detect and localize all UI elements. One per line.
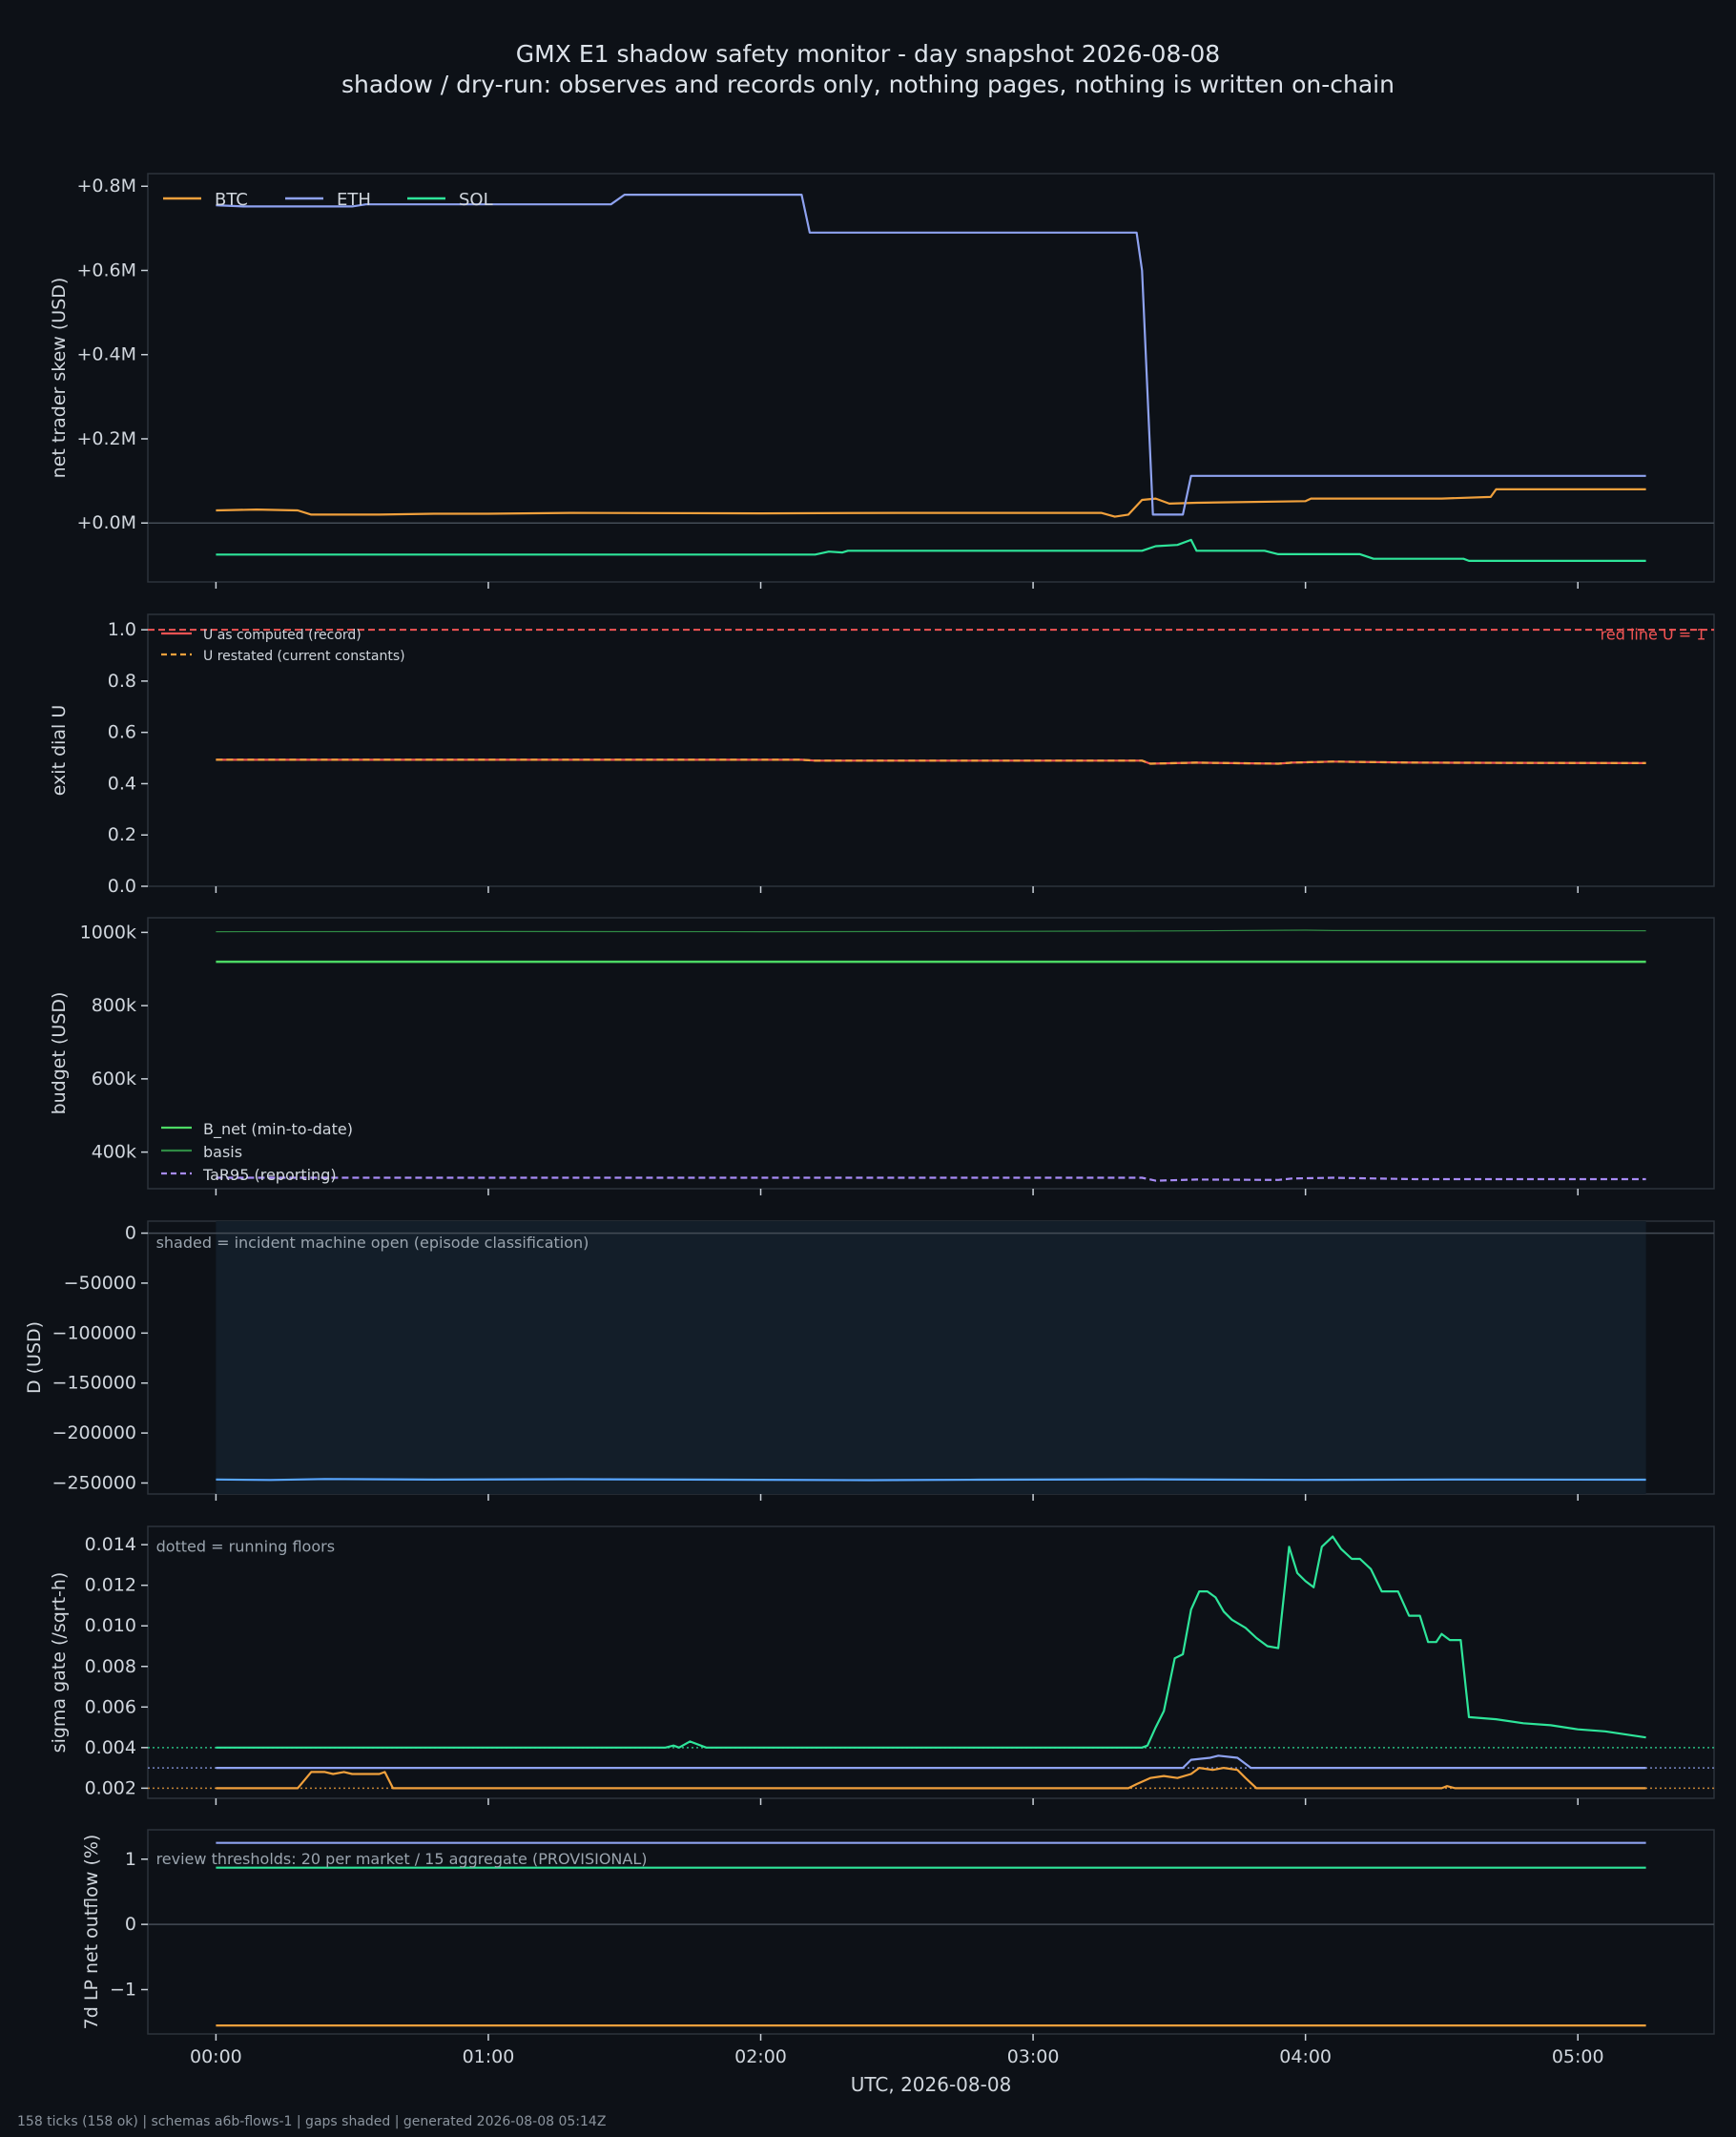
legend-label: BTC (215, 190, 248, 210)
y-tick-label: −150000 (52, 1373, 136, 1394)
y-tick-label: 400k (92, 1142, 136, 1163)
y-axis-label: D (USD) (24, 1321, 45, 1394)
plot-frame (147, 1525, 1715, 1799)
y-tick-label: 1 (125, 1849, 136, 1870)
y-tick-label: +0.6M (76, 259, 136, 280)
y-tick-label: −100000 (52, 1322, 136, 1343)
series-line-tar95-reporting (216, 1176, 1646, 1182)
y-axis-label: budget (USD) (49, 992, 70, 1115)
panel-5: 0.002 0.004 0.006 0.008 0.010 0.012 0.014 sigma… (49, 1525, 1715, 1805)
series-line-sol (216, 538, 1646, 562)
panel-4: −250000 −200000 −150000 −100000 −50000 0 D (US… (24, 1220, 1715, 1501)
y-tick-label: 0.014 (85, 1534, 136, 1555)
panel-1: +0.0M +0.2M +0.4M +0.6M +0.8M net trader skew… (49, 173, 1715, 589)
series-line-u-restated-current-constants (216, 758, 1646, 765)
series-line-3 (216, 1767, 1646, 1790)
y-tick-label: 1000k (80, 922, 136, 943)
chart-title: GMX E1 shadow safety monitor - day snaps… (515, 40, 1221, 68)
x-tick-label: 02:00 (734, 2046, 787, 2067)
plot-frame (147, 173, 1715, 583)
y-tick-label: +0.8M (76, 176, 136, 197)
y-axis-label: 7d LP net outflow (%) (81, 1835, 102, 2030)
y-tick-label: +0.0M (76, 512, 136, 533)
y-tick-label: 0.010 (85, 1615, 136, 1636)
y-tick-label: 0.006 (85, 1696, 136, 1717)
panel-3: 400k 600k 800k 1000k budget (USD) B_net (min-… (49, 917, 1715, 1195)
y-tick-label: 0.0 (108, 876, 136, 897)
x-tick-label: 00:00 (190, 2046, 242, 2067)
panel-6: −1 0 1 00:00 01:00 02:00 03:00 04:00 05:00 UTC, 2… (81, 1829, 1715, 2096)
plot-frame (147, 1829, 1715, 2035)
y-tick-label: +0.4M (76, 344, 136, 365)
y-tick-label: 0.4 (108, 773, 136, 794)
y-tick-label: −200000 (52, 1422, 136, 1443)
y-tick-label: 1.0 (108, 619, 136, 640)
panel-note: dotted = running floors (156, 1537, 335, 1555)
y-tick-label: −1 (110, 1980, 136, 2001)
series-line-basis (216, 929, 1646, 933)
panel-note: review thresholds: 20 per market / 15 ag… (156, 1850, 648, 1868)
series-line-2 (216, 1754, 1646, 1770)
y-tick-label: +0.2M (76, 428, 136, 449)
chart-subtitle: shadow / dry-run: observes and records o… (341, 71, 1395, 98)
y-tick-label: 0.6 (108, 722, 136, 743)
y-tick-label: 0.012 (85, 1575, 136, 1596)
y-tick-label: 0 (125, 1914, 136, 1935)
y-tick-label: 0.008 (85, 1656, 136, 1677)
legend-label: U as computed (record) (203, 628, 362, 643)
y-axis-label: exit dial U (49, 705, 70, 797)
legend-label: ETH (337, 190, 371, 210)
plot-frame (147, 917, 1715, 1190)
y-tick-label: 800k (92, 995, 136, 1016)
plot-frame (147, 613, 1715, 887)
series-line-1 (216, 1478, 1646, 1482)
x-tick-label: 05:00 (1552, 2046, 1604, 2067)
legend-label: TaR95 (reporting) (202, 1166, 337, 1184)
y-tick-label: 600k (92, 1068, 136, 1089)
x-tick-label: 04:00 (1279, 2046, 1332, 2067)
y-tick-label: 0.004 (85, 1737, 136, 1758)
series-line-btc (216, 488, 1646, 518)
footer-status: 158 ticks (158 ok) | schemas a6b-flows-1… (17, 2114, 607, 2129)
x-tick-label: 01:00 (463, 2046, 515, 2067)
legend-label: SOL (459, 190, 493, 210)
y-tick-label: 0.002 (85, 1777, 136, 1798)
y-axis-label: sigma gate (/sqrt-h) (49, 1572, 70, 1753)
x-tick-label: 03:00 (1007, 2046, 1060, 2067)
x-axis-label: UTC, 2026-08-08 (851, 2073, 1012, 2096)
legend-label: B_net (min-to-date) (203, 1120, 353, 1139)
panel-2: 0.0 0.2 0.4 0.6 0.8 1.0 exit dial U red line U … (49, 613, 1715, 897)
panel-note: shaded = incident machine open (episode … (156, 1234, 589, 1252)
y-tick-label: 0 (125, 1223, 136, 1244)
y-axis-label: net trader skew (USD) (49, 278, 70, 479)
legend-label: U restated (current constants) (203, 649, 405, 664)
legend-label: basis (203, 1143, 242, 1161)
y-tick-label: 0.8 (108, 671, 136, 692)
series-line-1 (216, 1535, 1646, 1749)
panel-note: red line U = 1 (1601, 626, 1706, 644)
series-line-eth (216, 194, 1646, 516)
y-tick-label: −50000 (64, 1273, 136, 1294)
y-tick-label: −250000 (52, 1472, 136, 1493)
y-tick-label: 0.2 (108, 824, 136, 845)
incident-shade (216, 1221, 1646, 1494)
